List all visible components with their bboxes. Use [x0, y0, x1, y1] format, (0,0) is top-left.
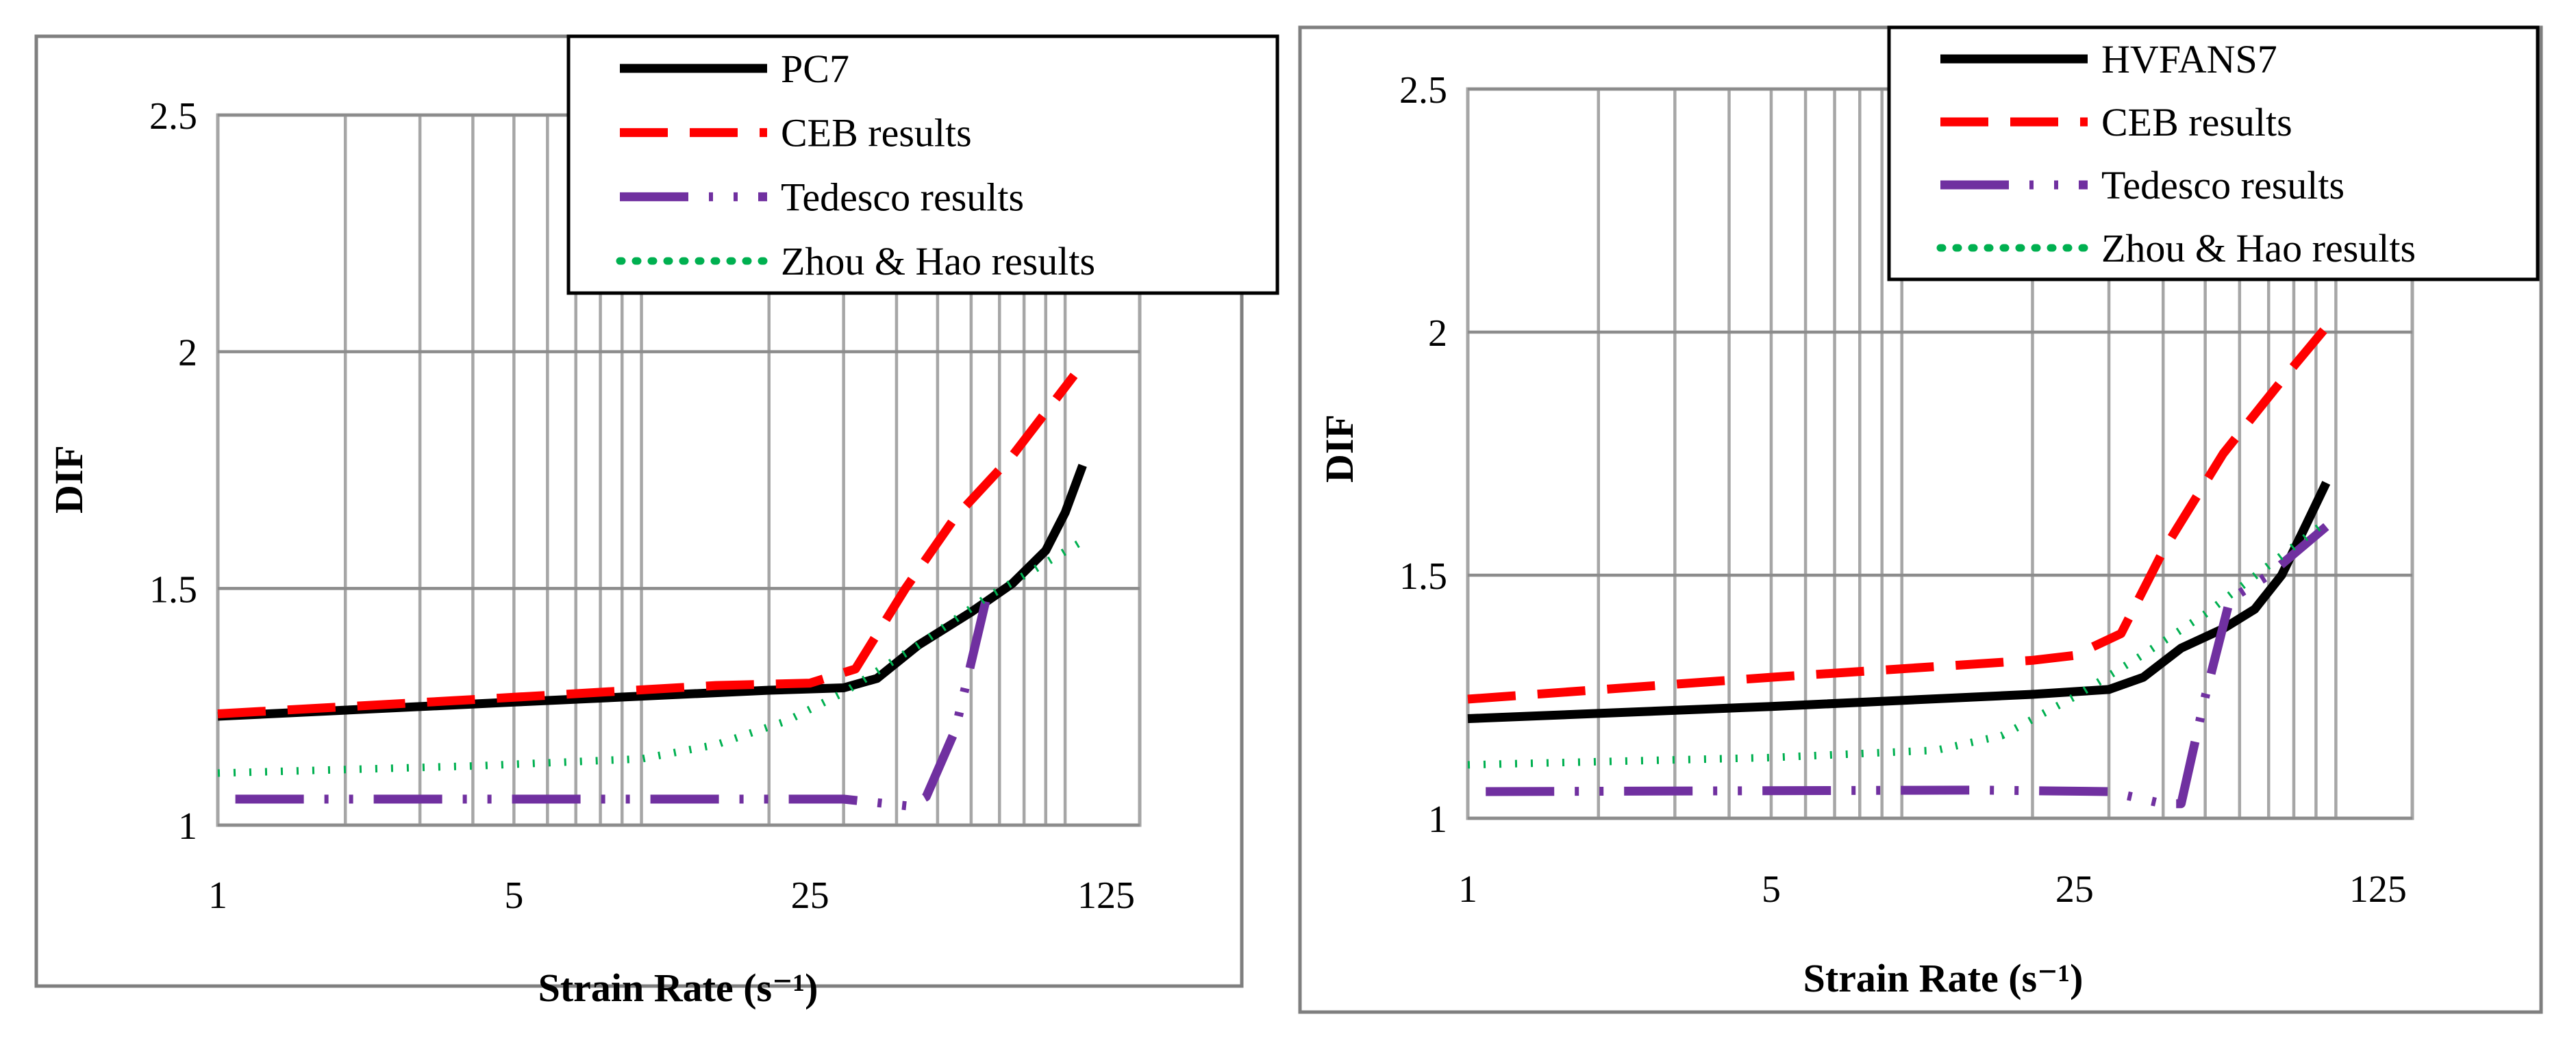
x-tick-label: 1: [1458, 868, 1477, 911]
legend-label-zhou-hao-results: Zhou & Hao results: [781, 239, 1095, 283]
y-axis-label: DIF: [47, 445, 91, 514]
chart-left: 1 1.5 2 2.5 1 5 25 125 DIF Strain Rate (s⁻¹) PC7 CE…: [34, 34, 1279, 1010]
y-axis-label: DIF: [1317, 414, 1362, 483]
y-tick-label: 2.5: [149, 95, 197, 138]
legend-label-ceb-results: CEB results: [2101, 100, 2292, 144]
series-line-tedesco-results: [235, 587, 993, 811]
x-axis-label: Strain Rate (s⁻¹): [538, 966, 818, 1010]
x-tick-label: 5: [1762, 868, 1781, 911]
legend: [1887, 25, 2540, 281]
x-tick-label: 25: [791, 874, 829, 917]
x-tick-label: 125: [1077, 874, 1135, 917]
y-tick-label: 1.5: [1399, 555, 1447, 598]
x-tick-label: 5: [504, 874, 523, 917]
legend-label-ceb-results: CEB results: [781, 111, 972, 155]
legend-label-zhou-hao-results: Zhou & Hao results: [2101, 226, 2416, 270]
x-tick-label: 125: [2349, 868, 2407, 911]
legend-label-tedesco-results: Tedesco results: [781, 175, 1024, 219]
legend-label-pc7: PC7: [781, 47, 849, 91]
y-tick-label: 2.5: [1399, 69, 1447, 112]
x-axis-label: Strain Rate (s⁻¹): [1803, 956, 2084, 1000]
chart-right: 1 1.5 2 2.5 1 5 25 125 DIF Strain Rate (s⁻¹) HVFAN…: [1298, 25, 2543, 1014]
y-tick-label: 2: [178, 332, 197, 375]
y-tick-label: 2: [1428, 312, 1447, 355]
legend-label-hvfans7: HVFANS7: [2101, 37, 2277, 81]
series-line-ceb-results: [217, 373, 1078, 718]
series-line-tedesco-results: [1486, 523, 2329, 809]
x-tick-label: 25: [2055, 868, 2094, 911]
legend-label-tedesco-results: Tedesco results: [2101, 163, 2344, 207]
y-tick-label: 1: [178, 805, 197, 848]
y-tick-label: 1: [1428, 798, 1447, 841]
legend: [566, 34, 1279, 295]
series-line-ceb-results: [1467, 324, 2330, 704]
y-tick-label: 1.5: [149, 568, 197, 611]
x-tick-label: 1: [208, 874, 227, 917]
